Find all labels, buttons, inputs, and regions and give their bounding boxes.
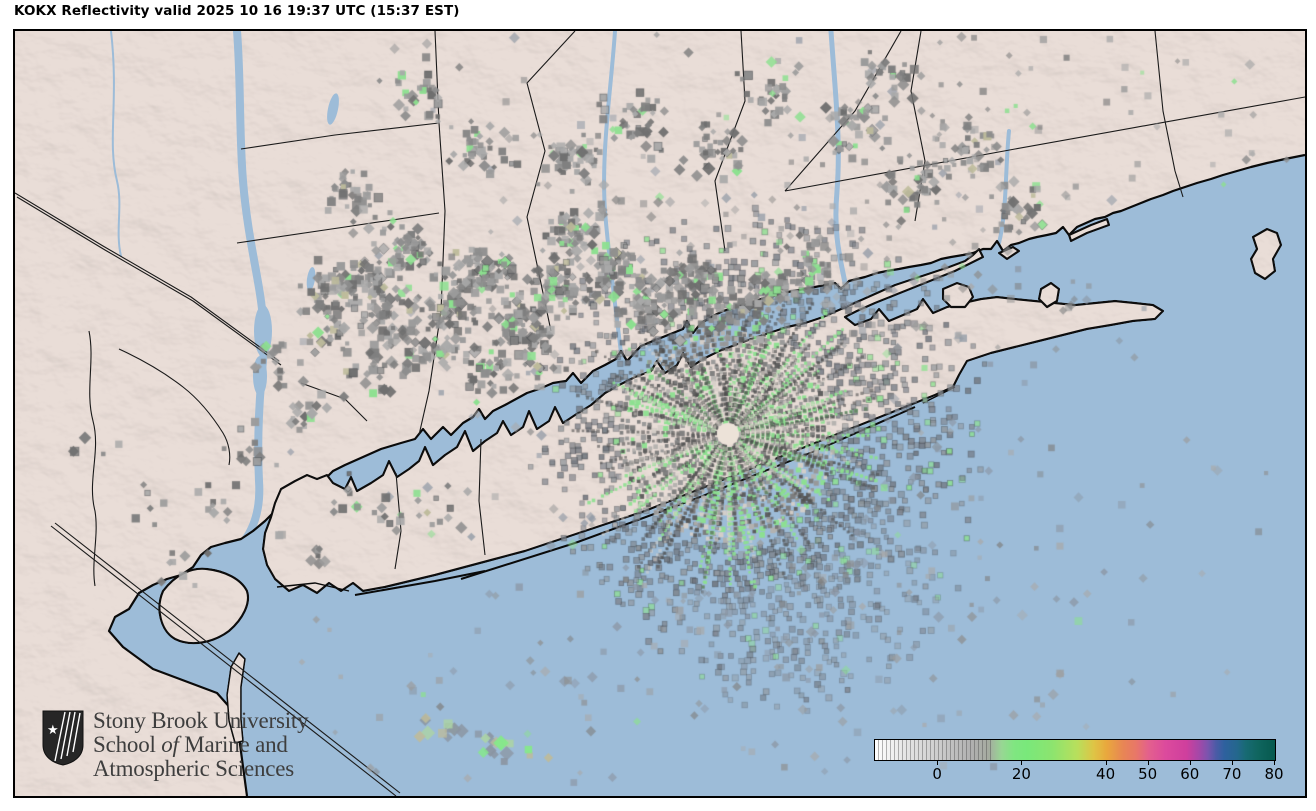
colorbar-tick bbox=[1021, 761, 1023, 765]
map-frame: ★ Stony Brook University School of Marin… bbox=[13, 29, 1307, 798]
branding-line-2-italic: of bbox=[161, 732, 179, 757]
colorbar-tick bbox=[1189, 761, 1191, 765]
colorbar-tick bbox=[1105, 761, 1107, 765]
svg-text:★: ★ bbox=[47, 723, 59, 738]
branding-wordmark: Stony Brook University School of Marine … bbox=[93, 708, 309, 781]
product-title: KOKX Reflectivity valid 2025 10 16 19:37… bbox=[14, 3, 460, 19]
branding-line-3: Atmospheric Sciences bbox=[93, 756, 295, 781]
stony-brook-shield-icon: ★ bbox=[42, 710, 84, 766]
branding-line-2-pre: School bbox=[93, 732, 162, 757]
colorbar-tick-label: 80 bbox=[1264, 765, 1284, 783]
reflectivity-colorbar bbox=[874, 739, 1276, 761]
colorbar-tick-label: 0 bbox=[932, 765, 942, 783]
colorbar-tick-label: 60 bbox=[1180, 765, 1200, 783]
branding-line-2-post: Marine and bbox=[178, 732, 288, 757]
colorbar-tick-label: 70 bbox=[1222, 765, 1242, 783]
colorbar-tick bbox=[1231, 761, 1233, 765]
colorbar-tick bbox=[1147, 761, 1149, 765]
colorbar-tick-label: 50 bbox=[1138, 765, 1158, 783]
branding: ★ Stony Brook University School of Marin… bbox=[41, 708, 309, 781]
radar-echo-layer bbox=[15, 31, 1305, 796]
colorbar-tick bbox=[937, 761, 939, 765]
colorbar-tick-label: 20 bbox=[1011, 765, 1031, 783]
branding-line-2: School of Marine and bbox=[93, 733, 308, 757]
branding-line-1: Stony Brook University bbox=[93, 708, 309, 733]
colorbar-tick bbox=[1274, 761, 1275, 765]
colorbar-hatch bbox=[875, 740, 993, 760]
colorbar-tick-label: 40 bbox=[1096, 765, 1116, 783]
colorbar-wrap: 0 20 40 50 60 70 80 bbox=[874, 739, 1284, 783]
